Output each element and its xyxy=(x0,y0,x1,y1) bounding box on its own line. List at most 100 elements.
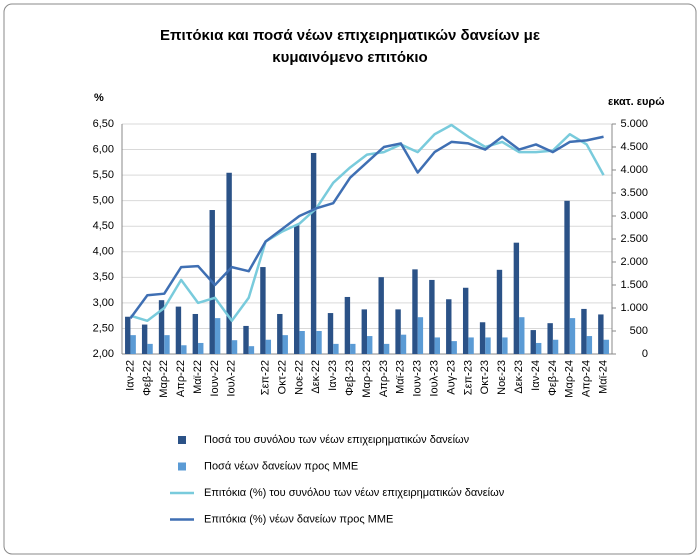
bar xyxy=(519,317,525,354)
y-tick-label: 2,00 xyxy=(93,348,114,360)
x-tick-label: Νοε-22 xyxy=(293,360,305,395)
bar xyxy=(412,269,418,354)
bar xyxy=(598,314,604,354)
x-tick-label: Ιαν-23 xyxy=(327,360,339,391)
y-tick-label: 5,00 xyxy=(93,195,114,207)
bar xyxy=(395,309,401,354)
y2-tick-label: 4.000 xyxy=(620,164,648,176)
chart-title: Επιτόκια και ποσά νέων επιχειρηματικών δ… xyxy=(160,27,540,44)
bar xyxy=(214,318,221,354)
bar xyxy=(175,306,182,354)
bar xyxy=(158,300,165,354)
x-tick-label: Ιουλ-22 xyxy=(226,360,238,397)
y2-tick-label: 2.000 xyxy=(620,256,648,268)
legend-marker xyxy=(178,436,186,444)
y-tick-label: 2,50 xyxy=(93,322,114,334)
y2-tick-label: 3.500 xyxy=(620,187,648,199)
y-tick-label: 5,50 xyxy=(93,169,114,181)
bar xyxy=(581,308,587,354)
x-tick-label: Μαρ-24 xyxy=(564,360,576,398)
y-tick-label: 6,50 xyxy=(93,118,114,130)
x-tick-label: Ιουν-22 xyxy=(209,360,221,397)
y-tick-label: 6,00 xyxy=(93,143,114,155)
x-tick-label: Ιουν-23 xyxy=(412,360,424,397)
bar xyxy=(479,322,486,354)
x-tick-label: Αυγ-23 xyxy=(445,360,457,395)
bar xyxy=(513,242,520,354)
bar xyxy=(344,296,351,354)
x-tick-label: Φεβ-22 xyxy=(141,360,153,396)
bar xyxy=(327,313,334,354)
bar xyxy=(192,313,199,354)
x-tick-label: Δεκ-23 xyxy=(513,360,525,394)
bar xyxy=(333,343,339,354)
bar xyxy=(198,342,204,354)
chart-subtitle: κυμαινόμενο επιτόκιο xyxy=(272,49,427,66)
x-tick-label: Μαϊ-24 xyxy=(597,360,609,394)
bar xyxy=(547,323,553,354)
y2-tick-label: 0 xyxy=(642,348,648,360)
bar xyxy=(277,313,283,354)
bar xyxy=(468,337,474,354)
x-tick-label: Απρ-22 xyxy=(175,360,187,397)
bar xyxy=(451,341,457,354)
bar xyxy=(243,325,249,354)
x-tick-label: Οκτ-23 xyxy=(479,360,491,394)
bar xyxy=(310,152,317,354)
y-axis-label: % xyxy=(94,92,104,104)
bar xyxy=(564,200,570,354)
bar xyxy=(164,335,170,354)
bar xyxy=(350,343,356,354)
x-tick-label: Απρ-24 xyxy=(581,360,593,397)
bar xyxy=(400,334,407,354)
x-tick-label: Σεπ-23 xyxy=(462,360,474,395)
x-tick-label: Δεκ-22 xyxy=(310,360,322,394)
bar xyxy=(446,299,452,354)
x-tick-label: Ιουλ-23 xyxy=(428,360,440,397)
y-tick-label: 4,00 xyxy=(93,246,114,258)
y2-tick-label: 2.500 xyxy=(620,233,648,245)
bar xyxy=(147,343,153,354)
x-tick-label: Μαϊ-22 xyxy=(192,360,204,394)
legend-label: Επιτόκια (%) του συνόλου των νέων επιχει… xyxy=(204,487,505,499)
bar xyxy=(434,337,440,354)
bar xyxy=(367,336,373,354)
x-tick-label: Απρ-23 xyxy=(378,360,390,397)
bar xyxy=(141,324,148,354)
bar xyxy=(265,339,272,354)
bar xyxy=(361,309,367,354)
bar xyxy=(552,339,559,354)
bar xyxy=(125,316,131,354)
bar xyxy=(248,346,255,354)
line xyxy=(129,135,604,319)
bar xyxy=(294,225,300,354)
bar xyxy=(316,331,322,354)
bar xyxy=(299,331,305,354)
bar xyxy=(378,277,384,354)
x-tick-label: Σεπ-22 xyxy=(260,360,272,395)
legend-label: Ποσά νέων δανείων προς ΜΜΕ xyxy=(204,460,358,472)
bar xyxy=(462,287,469,354)
bar xyxy=(226,172,232,354)
x-tick-label: Μαρ-22 xyxy=(158,360,170,398)
x-tick-label: Μαϊ-23 xyxy=(395,360,407,394)
y2-tick-label: 4.500 xyxy=(620,141,648,153)
x-tick-label: Ιαν-22 xyxy=(124,360,136,391)
frame xyxy=(3,3,697,555)
y2-tick-label: 1.000 xyxy=(620,302,648,314)
bar xyxy=(181,345,187,354)
line xyxy=(130,123,605,323)
bar xyxy=(260,267,266,354)
bar xyxy=(496,269,503,354)
y2-tick-label: 500 xyxy=(630,325,648,337)
x-tick-label: Μαρ-23 xyxy=(361,360,373,398)
bar xyxy=(282,335,288,354)
bar xyxy=(429,279,435,354)
x-tick-label: Οκτ-22 xyxy=(276,360,288,394)
bar xyxy=(417,317,424,354)
bar xyxy=(502,337,508,354)
bar xyxy=(231,340,238,354)
y2-tick-label: 3.000 xyxy=(620,210,648,222)
y-tick-label: 3,00 xyxy=(93,297,114,309)
